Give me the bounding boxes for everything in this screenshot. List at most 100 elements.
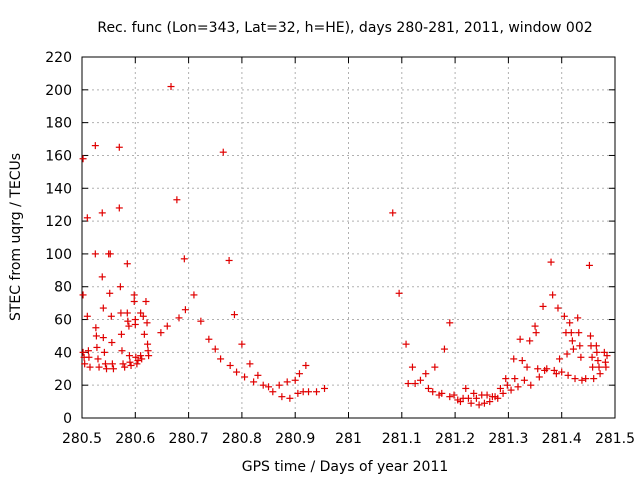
data-point [127,361,135,369]
y-tick-label: 140 [45,181,72,197]
data-point [83,214,91,222]
data-point [535,373,543,381]
y-tick-label: 100 [45,247,72,263]
data-point [585,261,593,269]
data-point [446,319,454,327]
data-point [470,389,478,397]
data-point [86,363,94,371]
data-point [126,358,134,366]
x-tick-label: 281.4 [542,431,582,447]
data-point [596,370,604,378]
y-tick-label: 160 [45,148,72,164]
data-point [93,343,101,351]
data-point [567,329,575,337]
x-tick-label: 281 [335,431,362,447]
data-point [259,381,267,389]
data-point [286,394,294,402]
data-point [190,291,198,299]
data-point [520,376,528,384]
data-point [526,337,534,345]
data-point [422,370,430,378]
data-point [291,376,299,384]
data-point [543,365,551,373]
data-point [211,345,219,353]
data-point [389,209,397,217]
data-point [510,355,518,363]
data-point [103,365,111,373]
data-point [133,360,141,368]
data-point [108,339,116,347]
data-point [99,304,107,312]
axis-ticks [81,56,616,419]
data-point [139,312,147,320]
y-tick-label: 120 [45,214,72,230]
data-point [571,375,579,383]
data-point [560,312,568,320]
data-point [305,388,313,396]
data-point [217,355,225,363]
data-point [554,304,562,312]
data-point [502,375,510,383]
data-point [241,373,249,381]
data-point [404,380,412,388]
data-point [85,353,93,361]
data-point [197,317,205,325]
data-point [575,329,583,337]
y-tick-label: 20 [54,378,72,394]
data-point [569,345,577,353]
data-point [123,309,131,317]
data-point [503,381,511,389]
x-tick-label: 281.2 [435,431,475,447]
chart-title: Rec. func (Lon=343, Lat=32, h=HE), days … [97,20,592,36]
data-point [92,324,100,332]
data-point [295,370,303,378]
y-axis-title: STEC from uqrg / TECUs [8,153,24,321]
data-point [440,345,448,353]
data-point [163,322,171,330]
data-point [254,371,262,379]
x-tick-label: 280.8 [222,431,262,447]
data-point [134,357,142,365]
data-point [516,335,524,343]
data-point [250,378,258,386]
data-point [119,360,127,368]
data-point [446,393,454,401]
data-point [138,355,146,363]
data-point [552,370,560,378]
data-point [233,368,241,376]
data-point [511,375,519,383]
x-tick-label: 280.6 [115,431,155,447]
data-point [514,383,522,391]
data-point [496,384,504,392]
grid-lines [82,57,615,418]
data-point [137,352,145,360]
data-point [167,83,175,91]
data-point [563,350,571,358]
data-point [205,335,213,343]
data-point [462,384,470,392]
data-point [589,363,597,371]
data-point [99,334,107,342]
data-point [411,380,419,388]
data-point [408,363,416,371]
data-point [590,375,598,383]
data-point [117,309,125,317]
data-point [125,322,133,330]
data-point [106,289,114,297]
data-point [108,360,116,368]
data-point [416,376,424,384]
data-point [494,394,502,402]
data-point [429,388,437,396]
data-point [523,363,531,371]
data-point [98,209,106,217]
data-point [219,148,227,156]
data-point [582,375,590,383]
data-point [467,399,475,407]
data-point [142,297,150,305]
data-point [475,401,483,409]
data-point [121,363,129,371]
data-point [577,353,585,361]
data-point [602,363,610,371]
data-point [98,273,106,281]
